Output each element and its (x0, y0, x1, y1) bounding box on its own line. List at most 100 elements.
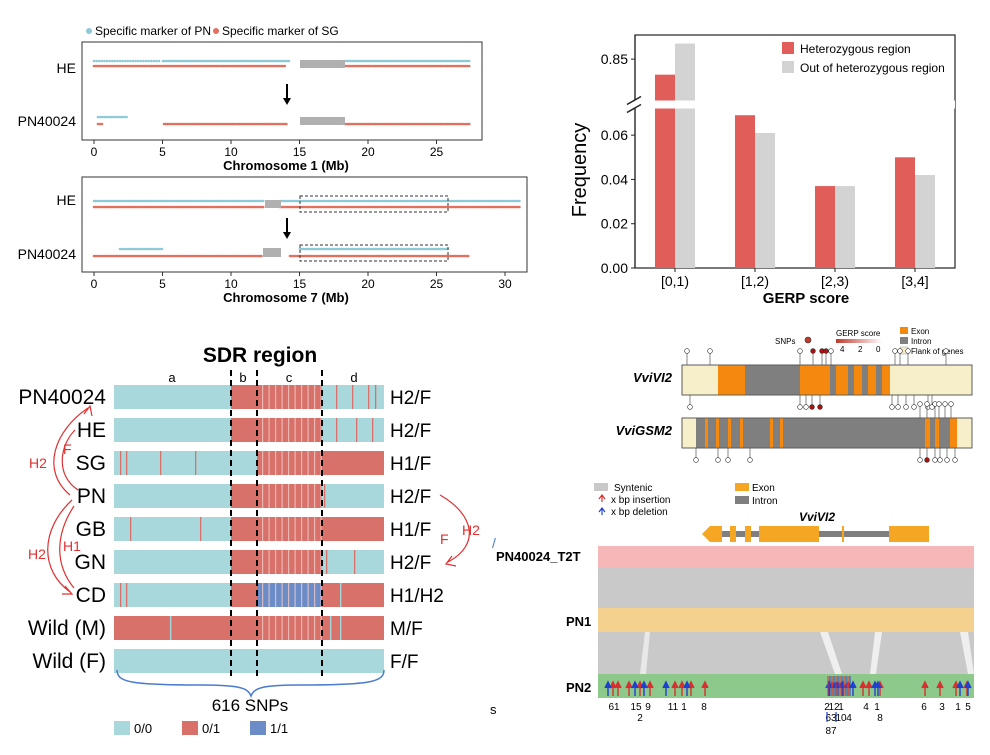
chr1-he-pn-marker (458, 59, 462, 63)
chr1-pn40024-sg-marker (367, 122, 370, 126)
snp-count: 616 SNPs (212, 696, 289, 715)
insertion-mark (865, 680, 873, 696)
track-label-pn2: PN2 (566, 680, 591, 695)
chr7-pn40024-sg-marker (251, 254, 254, 258)
chr7-he-sg-marker (195, 205, 198, 209)
chr1-he-pn-marker (448, 59, 451, 63)
chr7-pn40024-pn-marker (311, 247, 314, 251)
chr7-pn40024-pn-marker (383, 247, 386, 251)
chr7-he-pn-marker (516, 199, 519, 203)
chr7-he-pn-marker (134, 199, 137, 203)
chr1-he-pn-marker (190, 59, 194, 63)
chr1-pn40024-pn-marker (105, 115, 109, 119)
chr1-he-sg-marker (394, 64, 397, 68)
chr7-he-pn-marker (460, 199, 464, 203)
chr1-he-sg-marker (161, 64, 164, 68)
chr1-he-sg-marker (352, 64, 356, 68)
chr1-he-sg-marker (107, 64, 110, 68)
chr1-he-pn-marker (255, 59, 258, 63)
chr7-he-sg-marker (336, 205, 339, 209)
chr7-he-pn-marker (166, 199, 170, 203)
chr7-he-sg-marker (236, 205, 240, 209)
chr7-he-sg-marker (251, 205, 254, 209)
chr7-he-sg-marker (453, 205, 456, 209)
chr7-he-pn-marker (413, 199, 417, 203)
chr1-pn40024-sg-marker (279, 122, 283, 126)
gerp-bar (675, 43, 695, 268)
chr1-he-sg-marker (191, 64, 195, 68)
chr1-he-pn-marker (248, 59, 251, 63)
chr7-box-he (299, 195, 449, 213)
chr7-pn40024-sg-marker (135, 254, 139, 258)
sdr-snp-stripe (281, 550, 283, 574)
indel-label: 8 (701, 702, 707, 713)
chr7-he-sg-marker (227, 205, 231, 209)
chr1-he-pn-marker (392, 59, 395, 63)
snp-brace (116, 669, 385, 699)
chr7-he-pn-marker (164, 199, 168, 203)
indel-label: 2 (637, 713, 643, 724)
chr7-he-sg-marker (229, 205, 233, 209)
sdr-row-segment (114, 550, 231, 574)
chr1-pn40024-sg-marker (259, 122, 263, 126)
chr7-he-pn-marker (116, 199, 119, 203)
chr1-he-pn-marker (237, 59, 240, 63)
chr1-pn40024-sg-marker (363, 122, 367, 126)
chr7-pn40024-pn-marker (444, 247, 448, 251)
chr1-he-sg-marker (440, 64, 444, 68)
sdr-snp-stripe (307, 583, 309, 607)
sdr-snp-stripe (301, 418, 303, 442)
syn-intron (819, 531, 889, 537)
sdr-snp-stripe (301, 451, 303, 475)
chr1-he-pn-marker (284, 59, 287, 63)
chr1-pn40024-sg-marker (195, 122, 198, 126)
chr7-he-sg-marker (411, 205, 415, 209)
chr1-he-sg-marker (177, 64, 180, 68)
chr7-pn40024-sg-marker (396, 254, 400, 258)
chr1-he-pn-marker (282, 59, 285, 63)
sdr-row-1: HE H2/F (77, 418, 431, 442)
chr1-pn40024-sg-marker (261, 122, 265, 126)
chr7-pn40024-sg-marker (461, 254, 465, 258)
sdr-snp-stripe (340, 583, 342, 607)
chr1-pn40024-sg-marker (272, 122, 276, 126)
chr7-he-sg-marker (123, 205, 126, 209)
chr1-pn40024-sg-marker (395, 122, 399, 126)
chr7-he-pn-marker (184, 199, 188, 203)
chr7-he-sg-marker (447, 205, 451, 209)
chr1-pn40024-sg-marker (392, 122, 395, 126)
sdr-snp-stripe (307, 451, 309, 475)
chr1-he-pn-marker (278, 59, 282, 63)
sdr-snp-stripe (314, 550, 316, 574)
chr1-he-sg-marker (377, 64, 381, 68)
chr7-he-sg-marker (356, 205, 359, 209)
chr7-pn40024-pn-marker (347, 247, 350, 251)
chr7-pn40024-pn-marker (325, 247, 329, 251)
chr7-he-sg-marker (193, 205, 197, 209)
chr1-he-pn-marker (271, 59, 275, 63)
arrow-right-head (444, 555, 457, 567)
chr7-he-sg-marker (247, 205, 251, 209)
sdr-snp-stripe (288, 616, 290, 640)
chr7-he-pn-marker (180, 199, 184, 203)
chr7-he-sg-marker (161, 205, 164, 209)
chr7-he-sg-marker (429, 205, 433, 209)
chr1-pn40024-sg-marker (408, 122, 412, 126)
chr7-pn40024-pn-marker (401, 247, 404, 251)
chr1-he-pn-marker (222, 59, 226, 63)
chr1-he-sg-marker (267, 64, 270, 68)
chr7-he-sg-marker (224, 205, 227, 209)
chr1-pn40024-sg-marker (241, 122, 245, 126)
chr7-he-sg-marker (491, 205, 494, 209)
chr7-he-sg-marker (240, 205, 243, 209)
chr7-pn40024-pn-marker (385, 247, 388, 251)
chr7-pn40024-sg-marker (260, 254, 263, 258)
chr7-pn40024-sg-marker (215, 254, 218, 258)
insertion-mark (609, 680, 617, 696)
chr7-he-pn-marker (483, 199, 487, 203)
sdr-row-name: PN (77, 485, 106, 508)
chr1-he-pn-marker (152, 59, 156, 63)
chr7-he-pn-marker (501, 199, 505, 203)
chr1-he-pn-marker (444, 59, 448, 63)
chr1-he-sg-marker (359, 64, 363, 68)
